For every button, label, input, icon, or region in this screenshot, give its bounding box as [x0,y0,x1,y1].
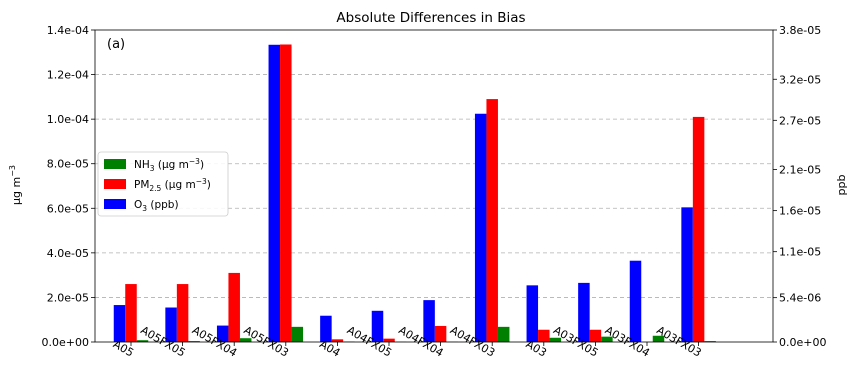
legend-superscript: −3 [196,177,207,186]
bar-o3 [474,113,487,342]
legend-label-o3: O3 (ppb) [134,199,179,213]
bar-o3 [113,305,126,342]
legend-text: (µg m [155,159,189,171]
y-axis-label-right: ppb [835,175,848,196]
right-tick-label: 2.7e-05 [779,114,821,127]
legend-swatch-pm25 [104,179,126,189]
bar-pm25 [228,272,240,342]
bar-pm25 [692,116,705,343]
right-tick-label: 2.1e-05 [779,164,821,177]
legend-subscript: 2.5 [149,184,161,193]
panel-annotation: (a) [107,37,125,52]
bar-nh3 [704,341,716,342]
legend-label-nh3: NH3 (µg m−3) [134,157,204,173]
right-tick-label: 1.1e-05 [779,246,821,259]
bar-o3 [165,307,177,342]
legend-text: (µg m [161,179,195,191]
y-axis-label-left: µg m−3 [8,165,23,205]
left-tick-label: 1.2e-04 [47,69,89,82]
left-tick-label: 6.0e-05 [47,202,89,215]
y-axis-label-left-sup: −3 [8,165,17,177]
right-tick-label: 1.6e-05 [779,205,821,218]
bar-pm25 [176,284,189,342]
bar-pm25 [280,44,292,342]
right-tick-label: 0.0e+00 [779,336,826,349]
bar-nh3 [497,326,510,342]
bar-o3 [216,325,229,342]
bar-pm25 [383,338,395,342]
legend-box [97,151,229,217]
bar-o3 [681,207,693,342]
legend-text: ) [200,159,204,171]
left-tick-label: 8.0e-05 [47,158,89,171]
bar-o3 [526,285,539,342]
right-tick-label: 3.8e-05 [779,24,821,37]
bar-o3 [629,260,642,342]
legend-superscript: −3 [189,157,200,166]
bars [113,44,716,343]
bar-o3 [371,310,384,342]
chart-title: Absolute Differences in Bias [336,10,525,26]
legend-text: NH [134,159,150,171]
bar-nh3 [601,336,613,342]
bar-o3 [423,300,435,342]
right-tick-label: 5.4e-06 [779,292,821,305]
bar-pm25 [331,339,344,342]
legend-subscript: 3 [142,204,147,213]
bar-pm25 [589,329,602,342]
legend-subscript: 3 [150,164,155,173]
legend-text: (ppb) [147,199,179,211]
left-tick-label: 2.0e-05 [47,291,89,304]
legend-text: PM [134,179,149,191]
left-tick-label: 0.0e+00 [42,336,89,349]
bar-nh3 [549,337,562,342]
left-tick-label: 1.0e-04 [47,113,89,126]
bar-pm25 [434,325,447,342]
bar-nh3 [239,338,252,342]
bar-o3 [268,44,281,343]
bar-pm25 [538,329,550,342]
bar-nh3 [136,340,149,342]
bar-nh3 [188,341,200,342]
bar-pm25 [486,99,498,342]
bar-nh3 [652,335,665,342]
legend-swatch-nh3 [104,159,126,169]
y-axis-label-left-text: µg m [10,177,23,205]
legend-swatch-o3 [104,199,126,209]
bar-nh3 [291,326,304,342]
left-axis-ticks: 0.0e+00 2.0e-05 4.0e-05 6.0e-05 8.0e-05 1.0e-… [42,24,95,349]
left-tick-label: 4.0e-05 [47,247,89,260]
right-axis-ticks: 0.0e+00 5.4e-06 1.1e-05 1.6e-05 2.1e-05 2.7e-… [773,24,826,349]
legend-label-pm25: PM2.5 (µg m−3) [134,177,211,193]
legend: NH3 (µg m−3)PM2.5 (µg m−3)O3 (ppb) [97,151,229,217]
bar-pm25 [125,284,137,342]
plot-frame [94,29,774,343]
right-tick-label: 3.2e-05 [779,73,821,86]
legend-text: ) [207,179,211,191]
bar-o3 [578,282,590,342]
bar-o3 [320,315,332,342]
left-tick-label: 1.4e-04 [47,24,89,37]
legend-text: O [134,199,142,211]
